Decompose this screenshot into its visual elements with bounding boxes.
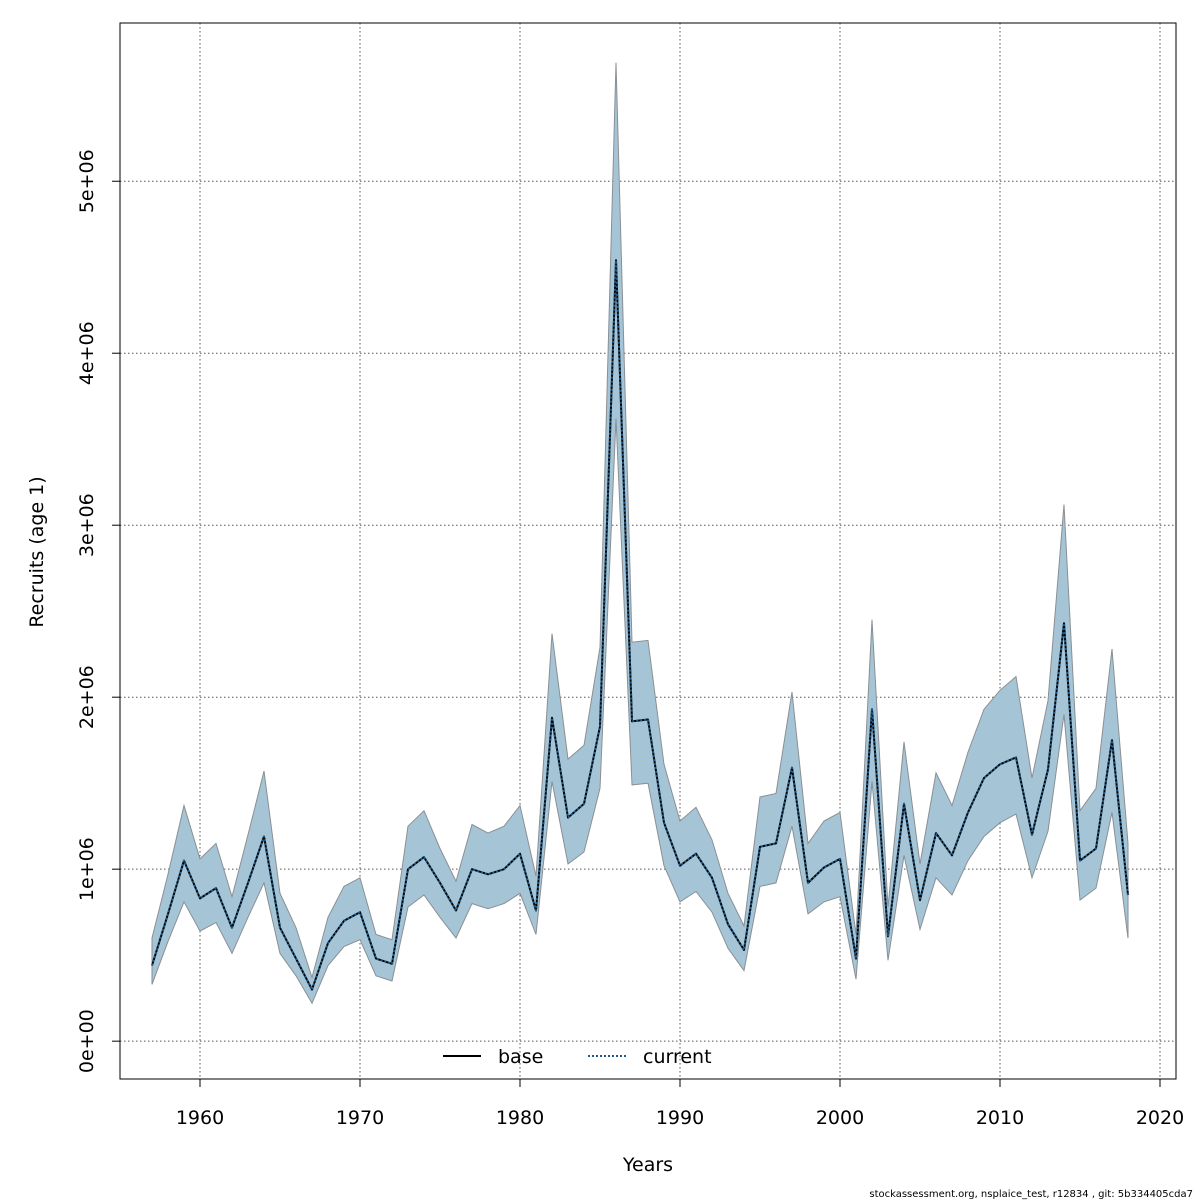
y-axis-title: Recruits (age 1) [26, 476, 48, 627]
y-tick-label: 1e+06 [76, 837, 98, 901]
legend-label-current: current [643, 1046, 712, 1068]
y-axis: 0e+00 1e+06 2e+06 3e+06 4e+06 5e+06 [76, 149, 120, 1073]
y-tick-label: 3e+06 [76, 493, 98, 557]
legend: base current [443, 1046, 712, 1068]
x-axis: 1960 1970 1980 1990 2000 2010 2020 [176, 1079, 1184, 1129]
footer-credit: stockassessment.org, nsplaice_test, r128… [869, 1189, 1193, 1200]
x-tick-label: 1980 [496, 1107, 544, 1129]
x-tick-label: 2010 [976, 1107, 1024, 1129]
x-tick-label: 1970 [336, 1107, 384, 1129]
y-tick-label: 5e+06 [76, 149, 98, 213]
x-tick-label: 2020 [1136, 1107, 1184, 1129]
x-tick-label: 2000 [816, 1107, 864, 1129]
x-tick-label: 1990 [656, 1107, 704, 1129]
y-tick-label: 2e+06 [76, 665, 98, 729]
legend-label-base: base [498, 1046, 543, 1068]
confidence-band [151, 62, 1129, 1005]
y-tick-label: 0e+00 [76, 1009, 98, 1073]
confidence-band-layer [151, 62, 1129, 1005]
plot-frame [119, 22, 1177, 1080]
x-tick-label: 1960 [176, 1107, 224, 1129]
y-tick-label: 4e+06 [76, 321, 98, 385]
series-line-current [151, 259, 1129, 991]
series-lines-layer [151, 259, 1129, 991]
x-axis-title: Years [622, 1154, 673, 1176]
series-line-base [151, 259, 1129, 991]
